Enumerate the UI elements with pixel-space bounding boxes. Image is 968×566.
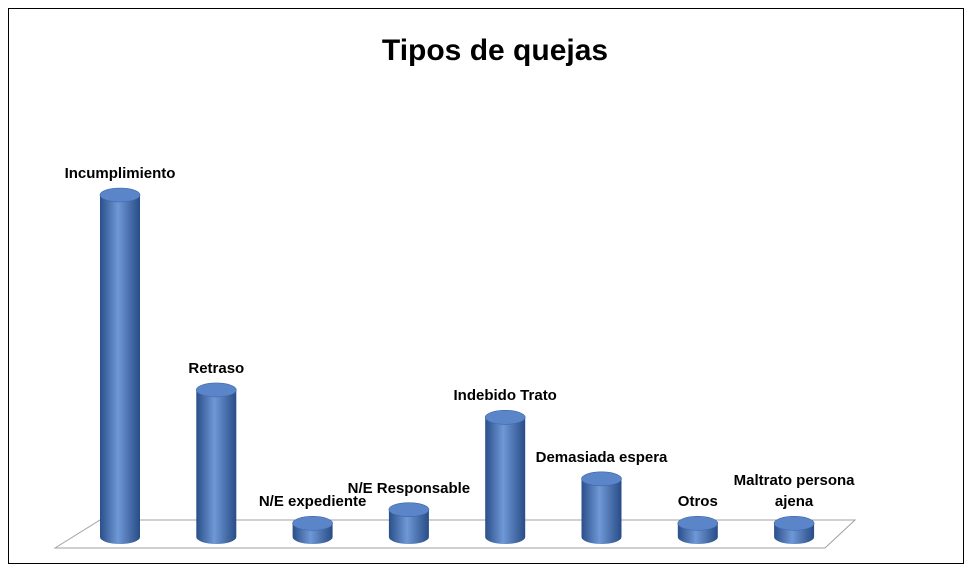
bar-top (581, 471, 622, 487)
category-label: Otros (677, 493, 718, 511)
chart-frame (8, 8, 964, 564)
bar-top (292, 516, 333, 531)
bar (581, 478, 622, 544)
bar (100, 195, 140, 544)
bar-top (388, 502, 430, 517)
bar-top (196, 382, 237, 398)
chart-title: Tipos de quejas (382, 34, 608, 67)
category-label: N/E expediente (258, 493, 367, 511)
category-label: N/E Responsable (347, 479, 471, 497)
bar (485, 417, 526, 544)
category-label: Maltrato persona ajena (733, 472, 855, 511)
floor (53, 519, 857, 549)
bar-top (773, 516, 815, 531)
category-label: Retraso (188, 359, 245, 377)
category-label: Demasiada espera (535, 448, 668, 466)
bar (388, 509, 429, 544)
bar-top (99, 187, 141, 203)
category-label: Incumplimiento (64, 165, 176, 182)
category-label: Indebido Trato (453, 387, 557, 405)
bar-top (677, 516, 719, 531)
bar-top (484, 409, 526, 425)
bar (196, 389, 237, 544)
